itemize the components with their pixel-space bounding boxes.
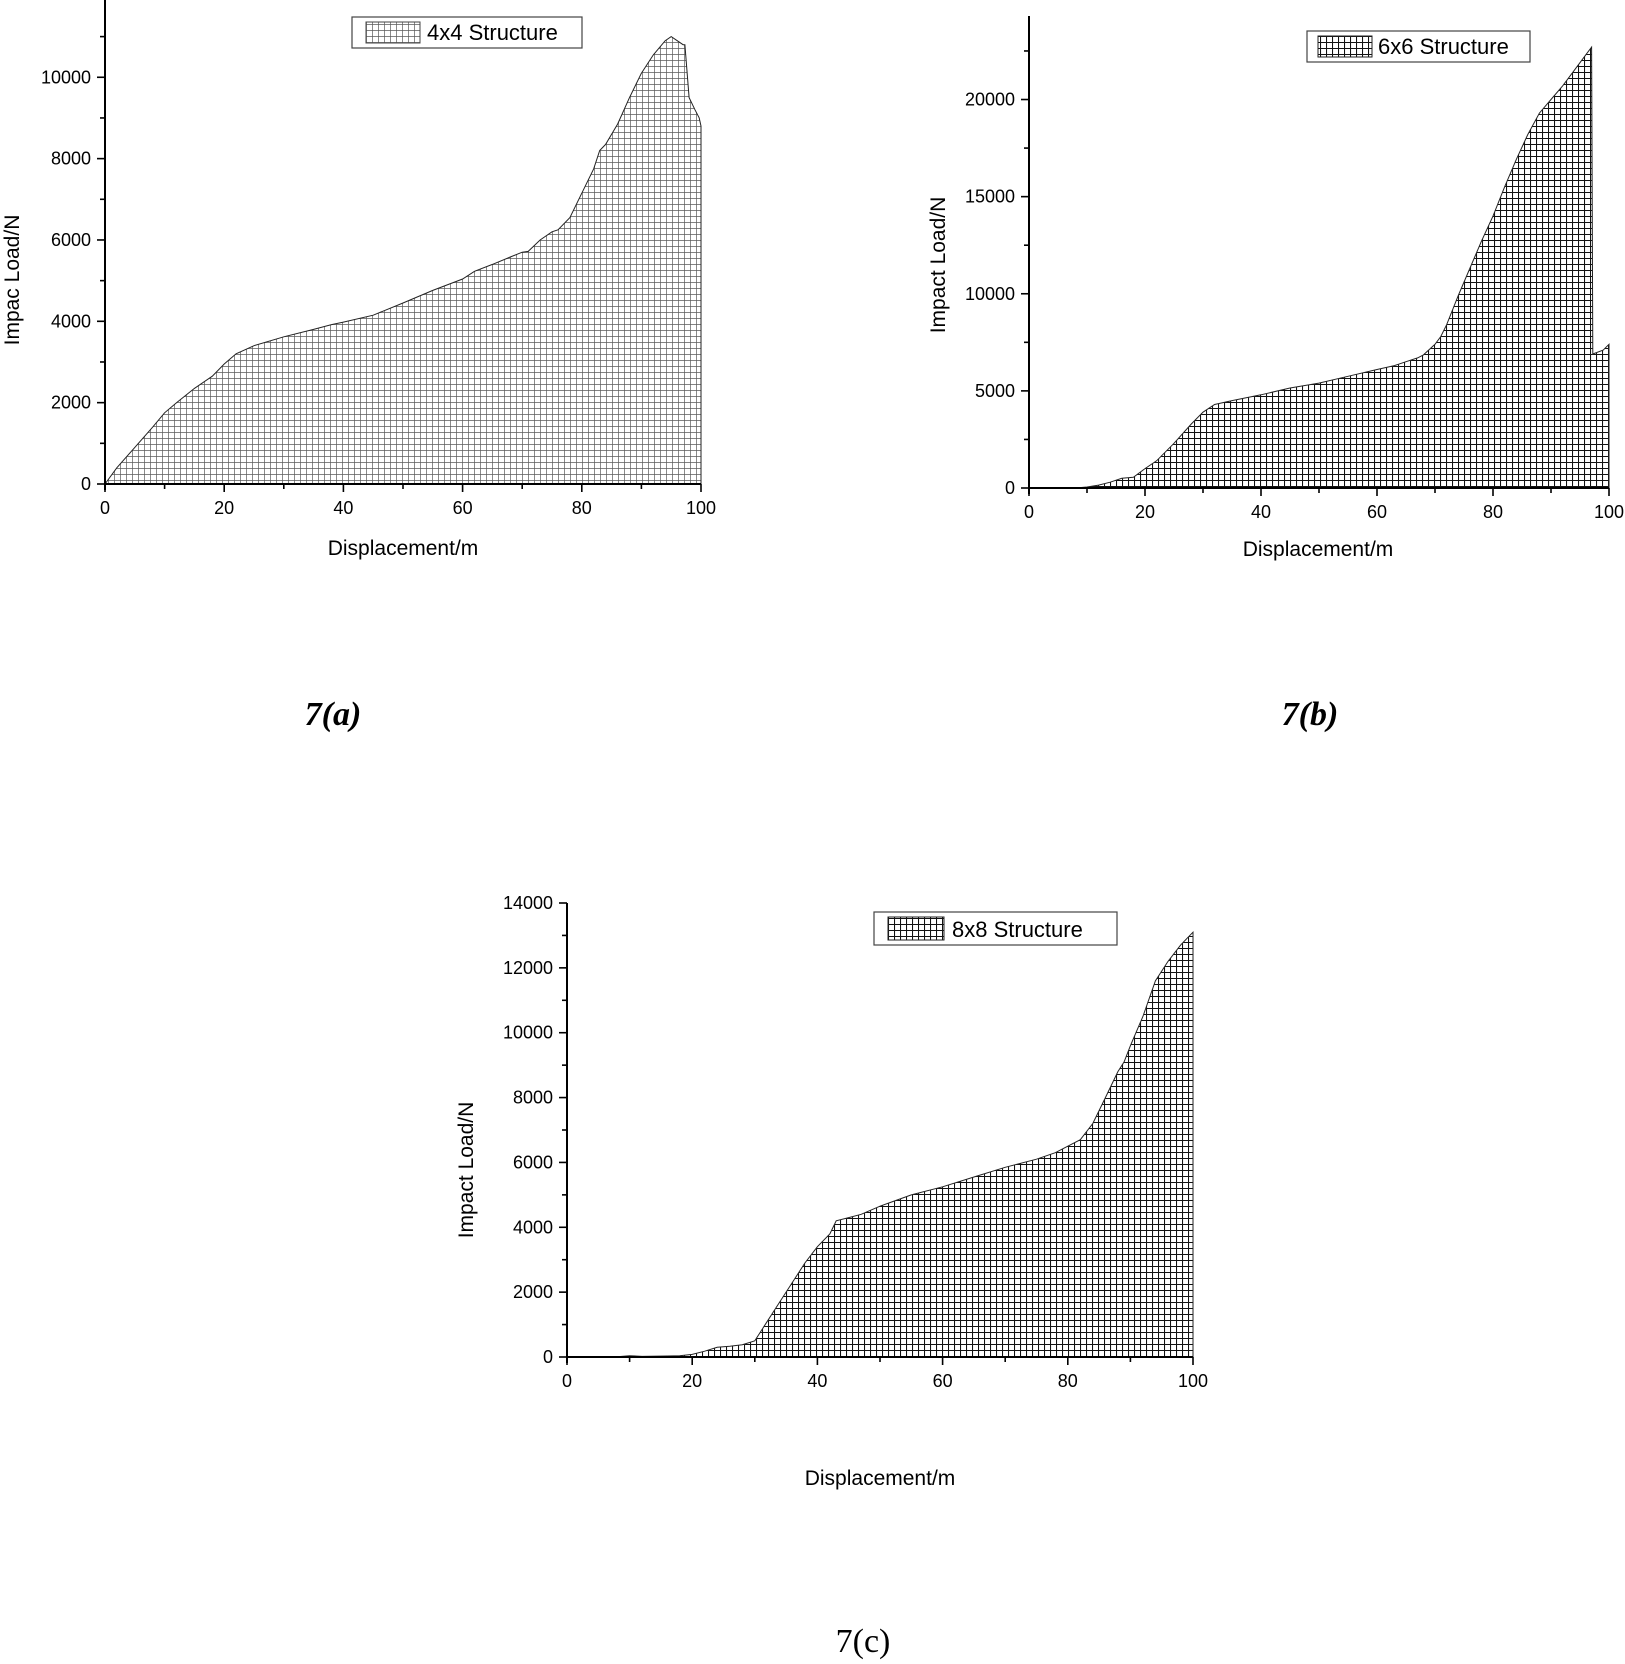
x-axis-title: Displacement/m [1243, 538, 1394, 561]
y-tick-label: 10000 [503, 1023, 553, 1043]
area-series [104, 35, 702, 485]
y-tick-label: 2000 [51, 393, 91, 413]
y-tick-label: 2000 [513, 1282, 553, 1302]
x-tick-label: 20 [214, 498, 234, 518]
area-series [1029, 45, 1610, 489]
y-tick-label: 0 [1005, 478, 1015, 498]
x-tick-label: 0 [1024, 502, 1034, 522]
axes: 0 20 40 60 80 100 0 5000 10000 15000 20000 [965, 16, 1624, 522]
y-tick-label: 4000 [513, 1217, 553, 1237]
chart-6x6-structure: 0 20 40 60 80 100 0 5000 10000 15000 20000 6x6 Str… [927, 16, 1624, 733]
y-tick-label: 6000 [513, 1152, 553, 1172]
x-tick-label: 80 [572, 498, 592, 518]
legend: 8x8 Structure [873, 911, 1118, 946]
legend-swatch [887, 916, 945, 941]
legend: 6x6 Structure [1306, 30, 1531, 63]
y-tick-label: 8000 [513, 1088, 553, 1108]
x-tick-label: 100 [686, 498, 716, 518]
y-tick-label: 4000 [51, 311, 91, 331]
x-tick-label: 80 [1058, 1371, 1078, 1391]
legend-swatch [365, 21, 421, 44]
legend-label: 6x6 Structure [1378, 34, 1509, 59]
y-tick-label: 15000 [965, 187, 1015, 207]
y-tick-label: 20000 [965, 90, 1015, 110]
x-tick-label: 0 [100, 498, 110, 518]
y-tick-label: 0 [543, 1347, 553, 1367]
y-axis-title: Impact Load/N [455, 1102, 478, 1239]
figure-caption: 7(a) [305, 696, 362, 733]
y-tick-label: 6000 [51, 230, 91, 250]
legend-swatch [1317, 35, 1373, 58]
chart-4x4-structure: 0 20 40 60 80 100 0 2000 4000 6000 8000 10000 4x4 S… [1, 0, 716, 733]
area-series [566, 930, 1194, 1358]
chart-8x8-structure: 0 20 40 60 80 100 0 2000 4000 6000 8000 10000 12000 1… [455, 893, 1208, 1660]
x-axis-title: Displacement/m [328, 537, 479, 560]
y-tick-label: 14000 [503, 893, 553, 913]
y-axis-title: Impac Load/N [1, 215, 24, 346]
x-tick-label: 80 [1483, 502, 1503, 522]
x-tick-label: 20 [1135, 502, 1155, 522]
y-tick-label: 12000 [503, 958, 553, 978]
figure-caption: 7(b) [1282, 696, 1339, 733]
x-tick-label: 0 [562, 1371, 572, 1391]
y-tick-label: 0 [81, 474, 91, 494]
y-axis-title: Impact Load/N [927, 197, 950, 334]
legend-label: 8x8 Structure [952, 917, 1083, 942]
legend-label: 4x4 Structure [427, 20, 558, 45]
x-tick-label: 60 [933, 1371, 953, 1391]
y-tick-label: 8000 [51, 149, 91, 169]
axes: 0 20 40 60 80 100 0 2000 4000 6000 8000 10000 12000 1… [503, 893, 1208, 1391]
legend: 4x4 Structure [351, 16, 583, 49]
x-tick-label: 60 [453, 498, 473, 518]
y-tick-label: 10000 [965, 284, 1015, 304]
x-tick-label: 100 [1594, 502, 1624, 522]
x-tick-label: 40 [1251, 502, 1271, 522]
x-tick-label: 40 [807, 1371, 827, 1391]
x-tick-label: 60 [1367, 502, 1387, 522]
x-tick-label: 20 [682, 1371, 702, 1391]
y-tick-label: 5000 [975, 381, 1015, 401]
x-axis-title: Displacement/m [805, 1467, 956, 1490]
x-tick-label: 100 [1178, 1371, 1208, 1391]
axes: 0 20 40 60 80 100 0 2000 4000 6000 8000 10000 [41, 0, 716, 518]
x-tick-label: 40 [333, 498, 353, 518]
y-tick-label: 10000 [41, 67, 91, 87]
figure-caption: 7(c) [836, 1623, 891, 1660]
